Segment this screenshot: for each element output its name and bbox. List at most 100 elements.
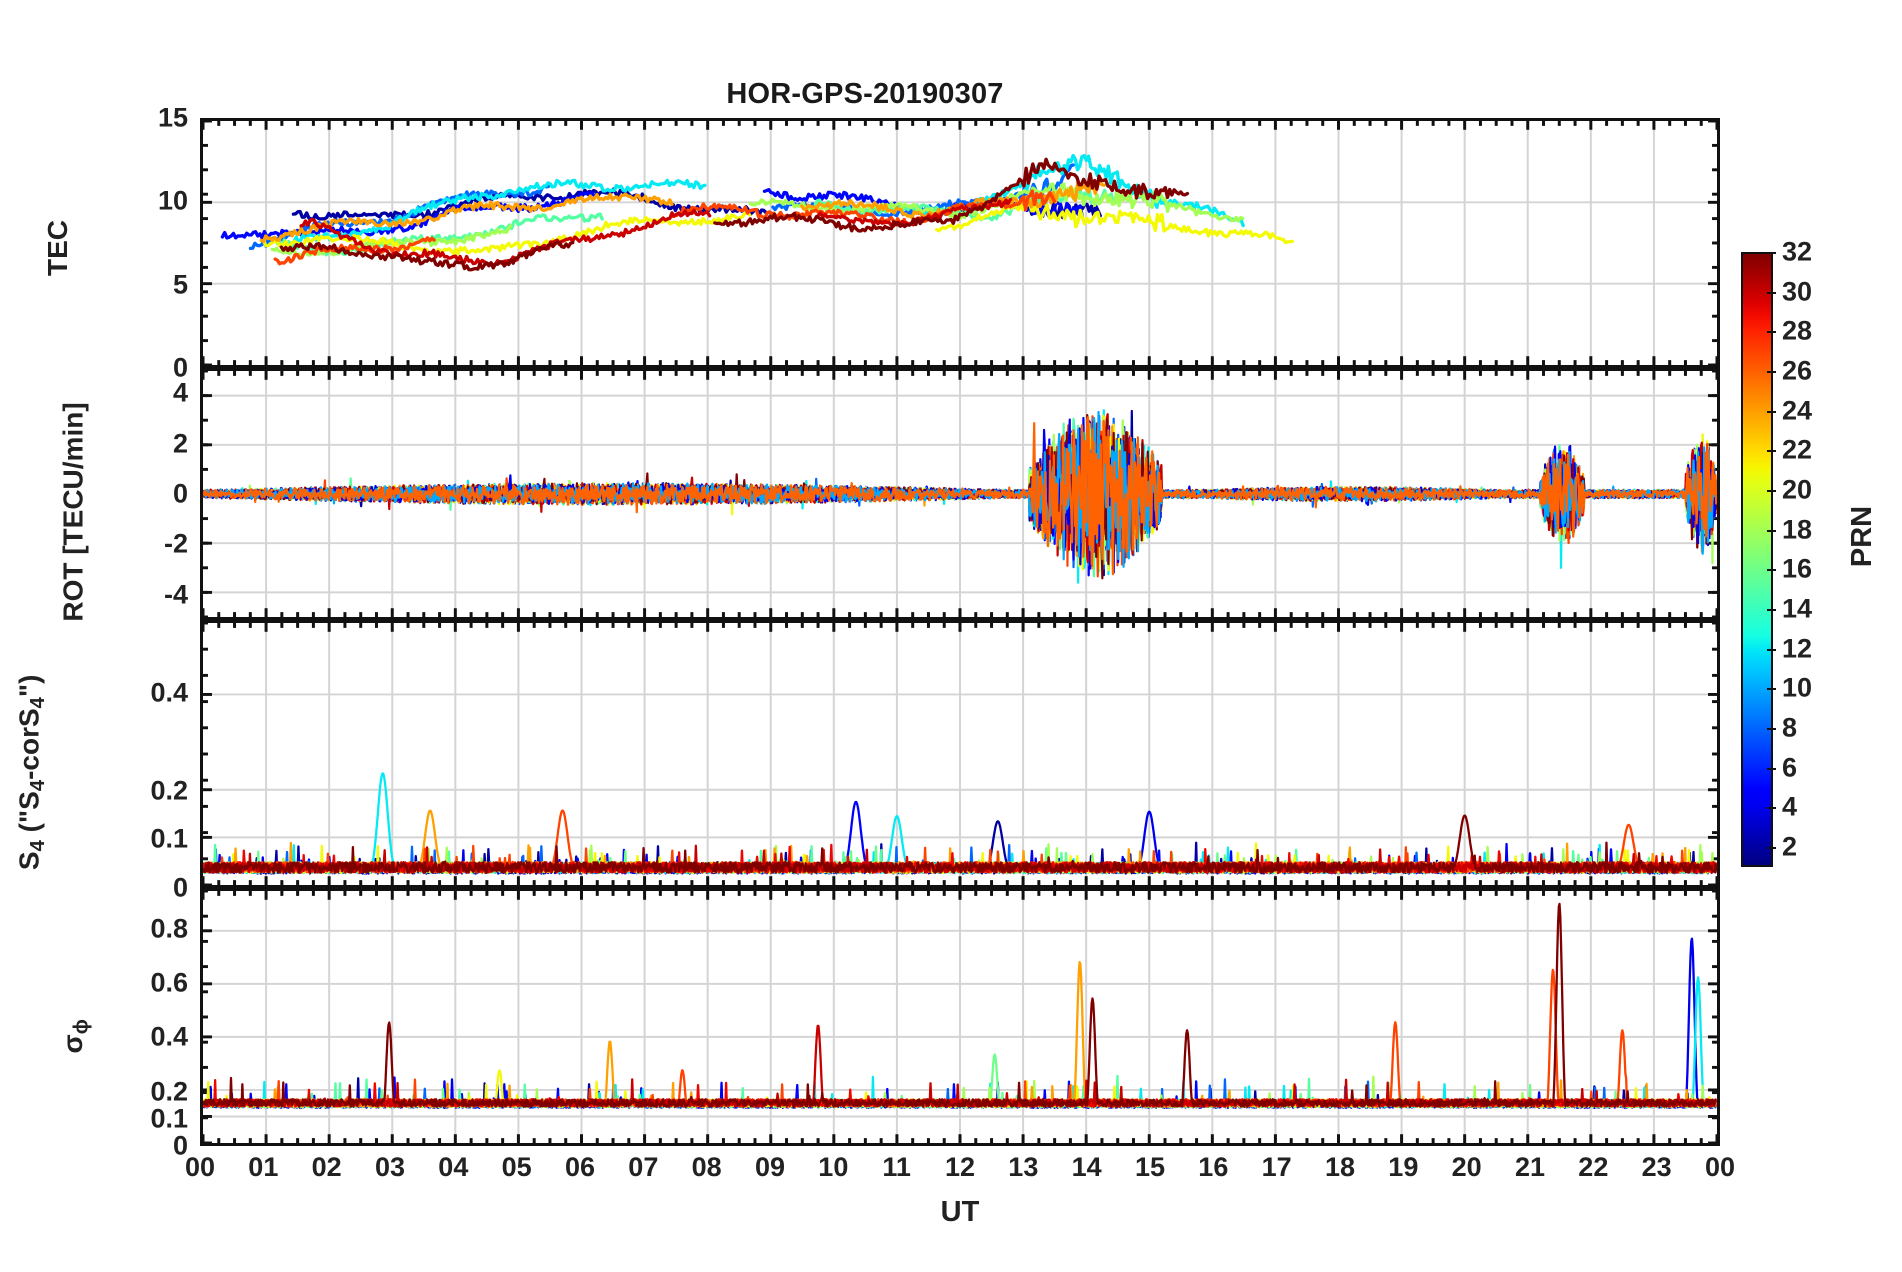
colorbar-tick-24: 24 — [1782, 395, 1813, 426]
panel-tec — [200, 118, 1720, 368]
sigma-phi-ytick-0p8: 0.8 — [150, 913, 188, 944]
s4-axis-label-s3: 4 — [27, 697, 50, 709]
rot-ytick-2: 2 — [172, 428, 188, 459]
colorbar-tick-20: 20 — [1782, 474, 1813, 505]
colorbar-tick-14: 14 — [1782, 593, 1813, 624]
x-tick-17: 17 — [1261, 1152, 1292, 1182]
s4-axis-label-s1: 4 — [27, 840, 50, 852]
x-tick-21: 21 — [1514, 1152, 1546, 1182]
s4-axis-label-p3: -corS — [13, 708, 45, 780]
x-tick-labels: 00 01 02 03 04 05 06 07 08 09 10 11 12 13 14 15 16 17 18 19… — [185, 1152, 1735, 1188]
colorbar-tickmark-30 — [1767, 291, 1776, 294]
rot-ytick-neg2: -2 — [163, 528, 188, 559]
x-tick-7: 07 — [628, 1152, 659, 1182]
x-tick-8: 08 — [691, 1152, 722, 1182]
x-tick-16: 16 — [1198, 1152, 1229, 1182]
colorbar-tickmark-22 — [1767, 450, 1776, 453]
colorbar-tickmark-12 — [1767, 648, 1776, 651]
colorbar-tick-22: 22 — [1782, 434, 1813, 465]
colorbar-tickmark-24 — [1767, 410, 1776, 413]
x-tick-6: 06 — [564, 1152, 596, 1182]
colorbar-tickmark-10 — [1767, 688, 1776, 691]
x-tick-23: 23 — [1641, 1152, 1672, 1182]
colorbar-tick-8: 8 — [1782, 712, 1798, 743]
s4-axis-label-s2: 4 — [27, 779, 50, 792]
colorbar-tickmark-20 — [1767, 490, 1776, 493]
colorbar-label: PRN — [1846, 505, 1879, 568]
x-tick-2: 02 — [311, 1152, 342, 1182]
colorbar-tick-4: 4 — [1782, 791, 1798, 822]
colorbar-tickmark-26 — [1767, 371, 1776, 374]
panel-rot — [200, 368, 1720, 620]
colorbar-tick-labels: 32 30 28 26 24 22 20 18 16 14 12 10 8 6 4 2 — [1776, 237, 1836, 867]
tec-ytick-5: 5 — [172, 269, 188, 300]
sigma-phi-ytick-0: 0 — [172, 1130, 188, 1161]
sigma-phi-ytick-0p4: 0.4 — [150, 1021, 188, 1052]
colorbar-tickmark-2 — [1767, 847, 1776, 850]
colorbar-tickmark-32 — [1767, 252, 1776, 254]
tec-axis-label-text: TEC — [42, 220, 73, 276]
sigma-phi-plot-area — [203, 891, 1717, 1143]
colorbar[interactable] — [1741, 252, 1773, 867]
rot-plot-area — [203, 371, 1717, 617]
sigma-phi-ytick-labels: 0.8 0.6 0.4 0.2 0.1 0 — [126, 888, 188, 1160]
x-tick-0: 00 — [184, 1152, 216, 1182]
rot-ytick-0: 0 — [172, 478, 188, 509]
colorbar-tickmark-8 — [1767, 728, 1776, 731]
colorbar-tickmark-16 — [1767, 569, 1776, 572]
s4-plot-area — [203, 623, 1717, 885]
x-tick-11: 11 — [882, 1152, 911, 1182]
tec-ytick-0: 0 — [172, 352, 188, 383]
colorbar-tick-26: 26 — [1782, 355, 1813, 386]
colorbar-tickmark-6 — [1767, 767, 1776, 770]
sigma-phi-ytick-0p1: 0.1 — [150, 1103, 188, 1134]
x-tick-22: 22 — [1578, 1152, 1609, 1182]
colorbar-tick-2: 2 — [1782, 831, 1798, 862]
colorbar-tickmark-4 — [1767, 807, 1776, 810]
x-tick-14: 14 — [1071, 1152, 1102, 1182]
figure-title: HOR-GPS-20190307 — [726, 78, 1004, 110]
s4-ytick-0p2: 0.2 — [150, 775, 188, 806]
sigma-phi-axis-label-p1: σ — [56, 1034, 88, 1054]
colorbar-tickmark-18 — [1767, 529, 1776, 532]
s4-axis-label-p2: ("S — [13, 791, 45, 841]
tec-ytick-labels: 15 10 5 0 — [126, 103, 188, 383]
x-tick-13: 13 — [1008, 1152, 1039, 1182]
x-tick-5: 05 — [501, 1152, 532, 1182]
tec-ytick-10: 10 — [157, 185, 188, 216]
panel-sigma-phi — [200, 888, 1720, 1146]
sigma-phi-ytick-0p6: 0.6 — [150, 967, 188, 998]
s4-axis-label: S4 ("S4-corS4") — [13, 675, 50, 871]
x-tick-4: 04 — [438, 1152, 469, 1182]
x-tick-9: 09 — [754, 1152, 786, 1182]
colorbar-tickmark-28 — [1767, 331, 1776, 334]
sigma-phi-ytick-0p2: 0.2 — [150, 1076, 188, 1107]
s4-ytick-0p4: 0.4 — [150, 677, 188, 708]
x-tick-20: 20 — [1451, 1152, 1482, 1182]
rot-ytick-4: 4 — [172, 377, 188, 408]
s4-ytick-0: 0 — [172, 872, 188, 903]
s4-axis-label-p1: S — [13, 851, 45, 871]
s4-axis-label-p4: ") — [13, 674, 45, 698]
s4-ytick-labels: 0.4 0.2 0.1 0 — [126, 620, 188, 903]
panel-s4 — [200, 620, 1720, 888]
x-axis-label: UT — [940, 1196, 980, 1228]
x-tick-12: 12 — [944, 1152, 976, 1182]
colorbar-tick-32: 32 — [1782, 236, 1813, 267]
rot-axis-label-text: ROT [TECU/min] — [57, 402, 89, 622]
colorbar-tick-10: 10 — [1782, 672, 1813, 703]
rot-axis-label: ROT [TECU/min] — [58, 402, 90, 621]
colorbar-tickmark-14 — [1767, 609, 1776, 612]
s4-ytick-0p1: 0.1 — [150, 823, 188, 854]
tec-axis-label: TEC — [42, 220, 74, 276]
x-tick-15: 15 — [1134, 1152, 1166, 1182]
colorbar-tick-6: 6 — [1782, 752, 1798, 783]
tec-ytick-15: 15 — [157, 102, 188, 133]
x-tick-24: 00 — [1704, 1152, 1736, 1182]
rot-ytick-labels: 4 2 0 -2 -4 — [126, 368, 188, 620]
colorbar-tick-28: 28 — [1782, 315, 1813, 346]
colorbar-tick-18: 18 — [1782, 514, 1813, 545]
rot-ytick-neg4: -4 — [163, 579, 188, 610]
tec-plot-area — [203, 121, 1717, 365]
